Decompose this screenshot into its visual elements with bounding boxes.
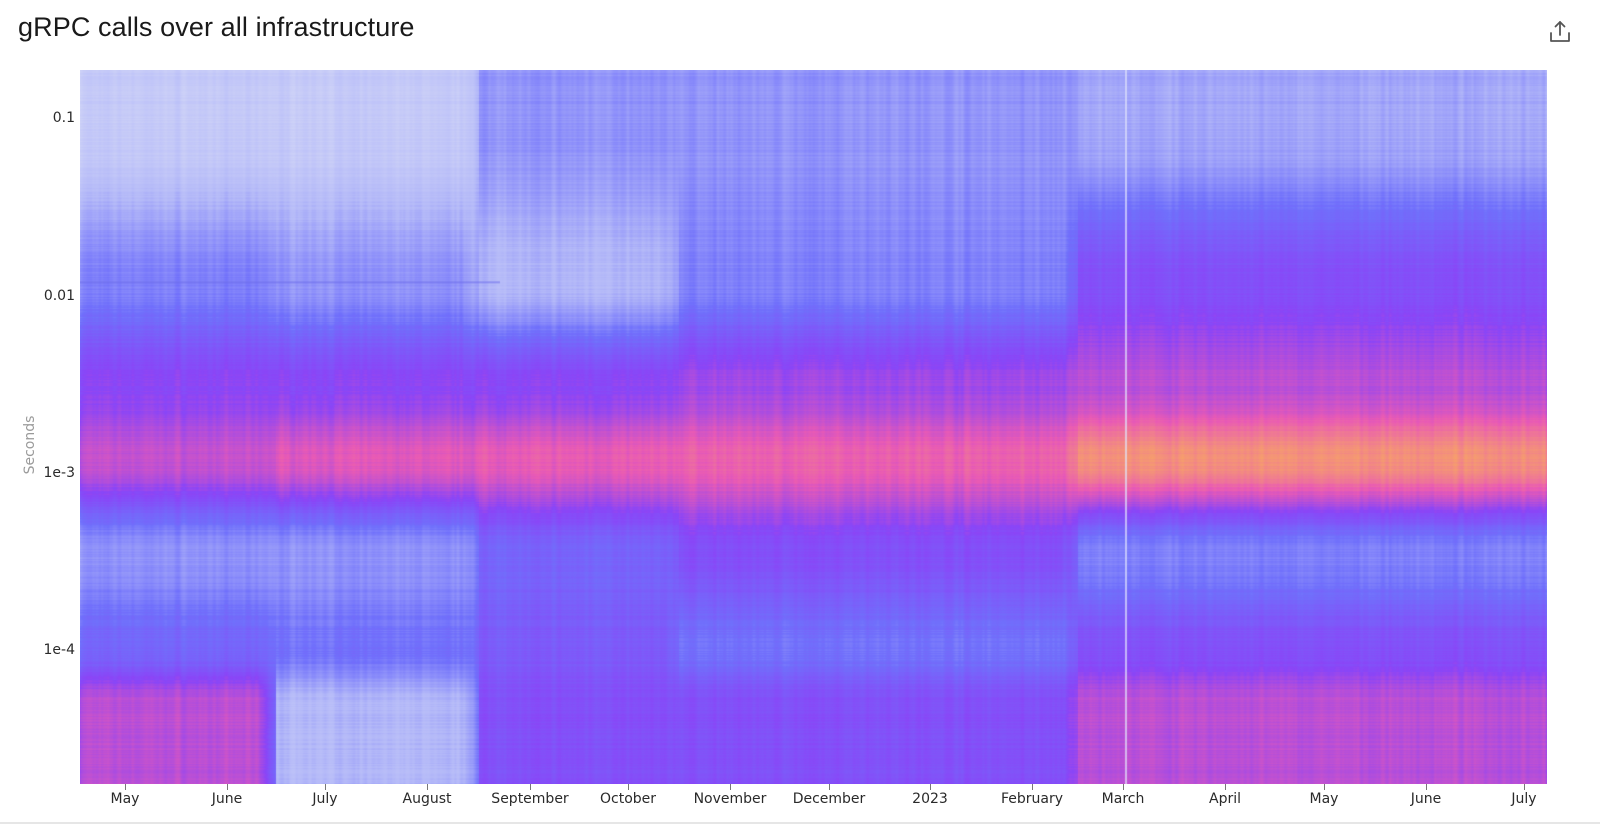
- x-tick-mark: [1225, 784, 1226, 790]
- x-tick-mark: [1324, 784, 1325, 790]
- x-tick-label: July: [1511, 791, 1537, 807]
- y-axis-title: Seconds: [22, 415, 38, 475]
- x-tick-mark: [628, 784, 629, 790]
- export-button[interactable]: [1547, 18, 1573, 46]
- heatmap-plot-area[interactable]: [80, 70, 1547, 784]
- x-tick-mark: [829, 784, 830, 790]
- x-tick-mark: [1524, 784, 1525, 790]
- share-export-icon: [1550, 21, 1570, 42]
- x-tick-mark: [930, 784, 931, 790]
- chart-title: gRPC calls over all infrastructure: [18, 12, 415, 42]
- x-tick-mark: [1123, 784, 1124, 790]
- y-tick-label: 1e-4: [43, 642, 75, 658]
- x-tick-label: December: [792, 791, 866, 807]
- x-tick-label: August: [402, 791, 452, 807]
- x-tick-label: October: [599, 791, 657, 807]
- x-tick-label: 2023: [912, 791, 948, 807]
- x-tick-mark: [227, 784, 228, 790]
- x-tick-mark: [125, 784, 126, 790]
- y-tick-label: 1e-3: [43, 465, 75, 481]
- x-tick-mark: [730, 784, 731, 790]
- x-tick-mark: [530, 784, 531, 790]
- x-tick-label: May: [1309, 791, 1339, 807]
- x-tick-label: November: [693, 791, 767, 807]
- y-tick-label: 0.1: [52, 110, 75, 126]
- x-tick-label: February: [1000, 791, 1064, 807]
- x-tick-label: April: [1209, 791, 1241, 807]
- x-tick-label: July: [312, 791, 338, 807]
- divider: [0, 822, 1600, 824]
- x-tick-mark: [427, 784, 428, 790]
- x-tick-label: June: [1410, 791, 1442, 807]
- y-tick-label: 0.01: [43, 288, 75, 304]
- x-tick-mark: [1032, 784, 1033, 790]
- x-tick-label: May: [110, 791, 140, 807]
- x-tick-label: March: [1101, 791, 1145, 807]
- x-tick-label: June: [211, 791, 243, 807]
- x-tick-mark: [1426, 784, 1427, 790]
- x-tick-label: September: [491, 791, 569, 807]
- heatmap-canvas: [80, 70, 1547, 784]
- x-tick-mark: [325, 784, 326, 790]
